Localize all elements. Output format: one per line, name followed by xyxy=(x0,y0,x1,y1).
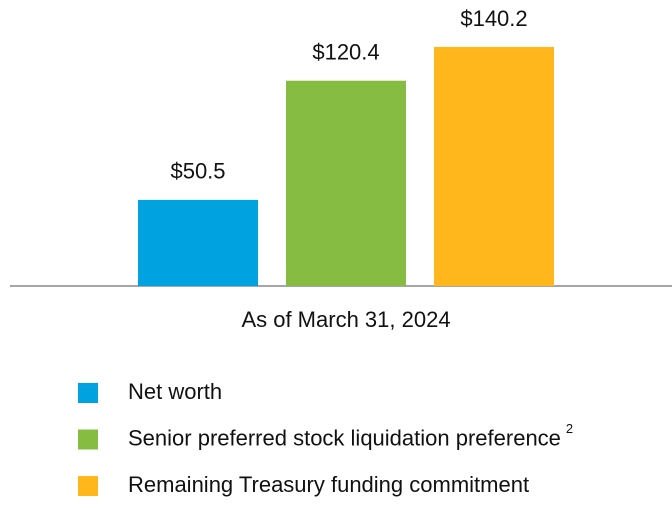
legend-swatch xyxy=(78,383,98,403)
x-tick-label: As of March 31, 2024 xyxy=(241,307,450,332)
bar xyxy=(286,80,406,286)
legend-swatch xyxy=(78,476,98,496)
value-label: $120.4 xyxy=(312,40,379,65)
legend-footnote: 2 xyxy=(566,421,573,436)
legend-swatch xyxy=(78,429,98,450)
legend-label: Net worth xyxy=(128,379,222,404)
bar xyxy=(138,199,258,286)
legend-label: Senior preferred stock liquidation prefe… xyxy=(128,425,561,450)
bar xyxy=(434,46,554,286)
legend-label: Remaining Treasury funding commitment xyxy=(128,472,529,497)
value-label: $50.5 xyxy=(170,159,225,184)
value-label: $140.2 xyxy=(460,6,527,31)
